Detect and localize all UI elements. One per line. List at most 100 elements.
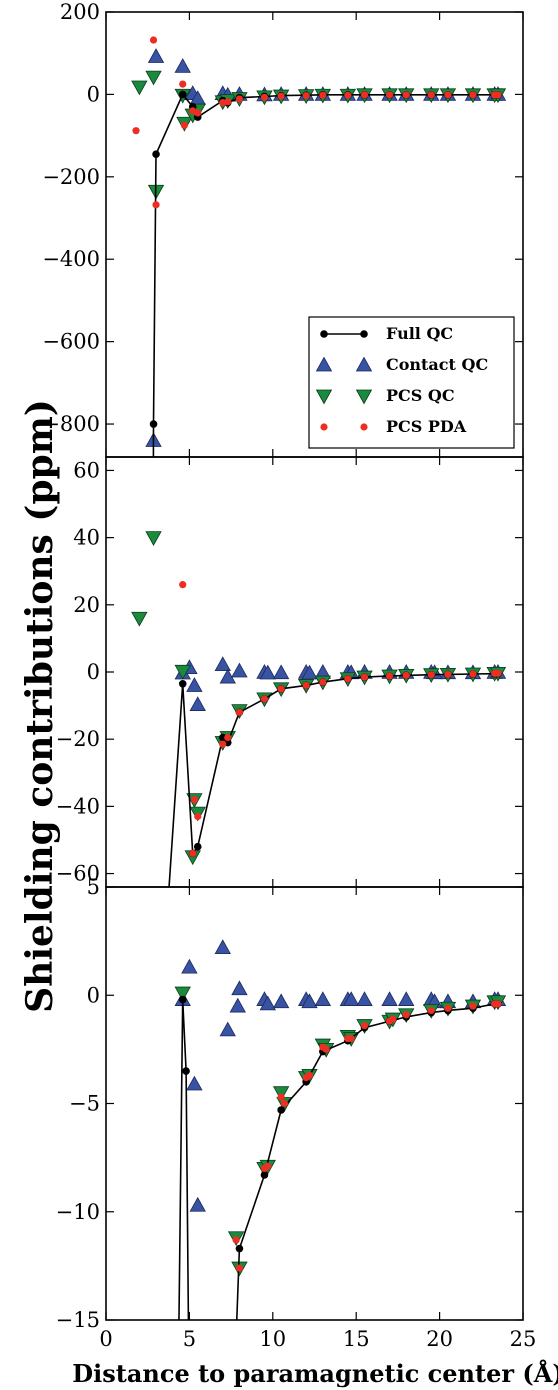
x-tick-label: 10 bbox=[259, 1327, 286, 1351]
x-tick-label: 5 bbox=[183, 1327, 196, 1351]
data-point bbox=[180, 121, 188, 129]
data-point bbox=[181, 958, 198, 974]
data-point bbox=[277, 1093, 285, 1101]
series-full-qc bbox=[178, 995, 190, 1320]
legend: Full QC Contact QC PCS QC PCS PDA bbox=[308, 316, 515, 449]
x-tick-label: 15 bbox=[343, 1327, 370, 1351]
plot-area-top bbox=[131, 36, 507, 457]
y-tick-label: 0 bbox=[87, 660, 100, 684]
data-point bbox=[178, 90, 187, 99]
y-axis-title: Shielding contributions (ppm) bbox=[19, 399, 61, 1013]
data-point bbox=[232, 1236, 240, 1244]
data-point bbox=[427, 1006, 435, 1015]
y-tick-label: 0 bbox=[87, 983, 100, 1007]
data-point bbox=[152, 150, 160, 158]
data-point bbox=[360, 91, 369, 99]
data-point bbox=[302, 681, 310, 690]
legend-marker bbox=[355, 389, 373, 405]
legend-label: Full QC bbox=[386, 324, 453, 343]
full-qc-line bbox=[178, 999, 190, 1320]
data-point bbox=[145, 70, 162, 86]
data-point bbox=[494, 669, 502, 677]
data-point bbox=[174, 986, 191, 1002]
data-point bbox=[189, 696, 206, 711]
y-tick-label: 40 bbox=[73, 526, 100, 550]
data-point bbox=[360, 673, 369, 681]
data-point bbox=[494, 91, 502, 99]
full-qc-line bbox=[168, 672, 498, 887]
legend-marker bbox=[320, 423, 328, 431]
series-pcs-pda bbox=[232, 1000, 502, 1272]
plot-area-bottom bbox=[174, 939, 507, 1320]
legend-marker bbox=[360, 423, 368, 431]
y-tick-label: −400 bbox=[42, 247, 100, 271]
y-tick-label: −10 bbox=[56, 1200, 100, 1224]
full-qc-line bbox=[152, 92, 498, 457]
data-point bbox=[259, 995, 276, 1011]
y-tick-label: −20 bbox=[56, 727, 100, 751]
data-point bbox=[402, 1011, 410, 1019]
data-point bbox=[381, 991, 398, 1006]
data-point bbox=[219, 668, 236, 684]
data-point bbox=[272, 993, 290, 1009]
legend-box bbox=[308, 316, 515, 449]
data-point bbox=[398, 991, 415, 1006]
y-tick-label: −200 bbox=[42, 165, 100, 189]
data-point bbox=[260, 695, 269, 703]
data-point bbox=[179, 581, 187, 589]
data-point bbox=[231, 662, 248, 678]
data-point bbox=[174, 664, 191, 680]
data-point bbox=[235, 95, 244, 103]
legend-label: Contact QC bbox=[386, 355, 488, 374]
data-point bbox=[260, 93, 269, 101]
data-point bbox=[301, 993, 318, 1009]
data-point bbox=[469, 91, 477, 99]
data-point bbox=[259, 664, 276, 680]
data-point bbox=[322, 1045, 330, 1053]
data-point bbox=[186, 1075, 203, 1091]
data-point bbox=[277, 1106, 285, 1114]
data-point bbox=[319, 678, 327, 686]
legend-marker bbox=[360, 330, 368, 338]
data-point bbox=[174, 58, 191, 73]
plot-area-middle bbox=[131, 531, 507, 911]
data-point bbox=[149, 36, 158, 44]
data-point bbox=[219, 740, 227, 748]
data-point bbox=[277, 92, 285, 100]
series-full-qc bbox=[164, 669, 502, 911]
data-point bbox=[179, 80, 187, 88]
y-tick-label: −40 bbox=[56, 794, 100, 818]
series-pcs-qc bbox=[131, 70, 507, 200]
legend-entry: Contact QC bbox=[315, 355, 488, 374]
data-point bbox=[219, 1021, 236, 1037]
y-tick-label: −600 bbox=[42, 330, 100, 354]
panel-frame bbox=[105, 886, 524, 1321]
data-point bbox=[427, 671, 435, 679]
data-point bbox=[272, 664, 290, 680]
data-point bbox=[164, 903, 172, 911]
data-point bbox=[231, 980, 248, 996]
data-point bbox=[314, 991, 332, 1006]
legend-entry: PCS QC bbox=[315, 386, 455, 405]
data-point bbox=[218, 733, 227, 742]
series-contact-qc bbox=[174, 939, 507, 1212]
data-point bbox=[131, 80, 148, 96]
data-point bbox=[344, 675, 352, 683]
data-point bbox=[131, 611, 148, 627]
y-tick-label: 0 bbox=[87, 82, 100, 106]
data-point bbox=[385, 91, 394, 99]
data-point bbox=[444, 91, 452, 99]
data-point bbox=[343, 991, 360, 1006]
y-tick-label: 5 bbox=[87, 875, 100, 899]
data-point bbox=[194, 812, 202, 821]
data-point bbox=[224, 98, 232, 106]
y-tick-label: −60 bbox=[56, 862, 100, 886]
y-tick-label: −800 bbox=[42, 412, 100, 436]
series-contact-qc bbox=[174, 656, 507, 711]
legend-entry: Full QC bbox=[320, 324, 453, 343]
x-tick-label: 0 bbox=[99, 1327, 112, 1351]
data-point bbox=[356, 991, 373, 1006]
data-point bbox=[402, 671, 410, 679]
data-point bbox=[235, 708, 244, 716]
